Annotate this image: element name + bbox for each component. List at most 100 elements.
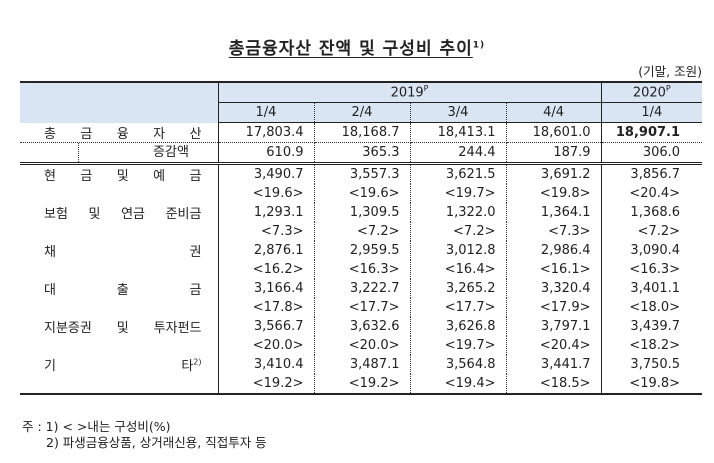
label-char: 금 <box>80 126 93 142</box>
value-cell: 3,797.1 <box>506 317 602 336</box>
table-row: 지분증권 및 투자펀드 3,566.7 3,632.6 3,626.8 3,797.1 3,4… <box>20 317 702 355</box>
row-label: 기 타2) <box>20 355 219 395</box>
value-cell: 2,959.5 <box>314 241 411 260</box>
value-cell: 3,564.8 <box>410 355 507 374</box>
unit-label: (기말, 조원) <box>638 64 702 79</box>
value-cell: 17,803.4 <box>218 122 315 143</box>
header-row-years: 2019P 2020P <box>20 81 703 123</box>
value-cell: 365.3 <box>314 142 411 164</box>
label-char: 및 <box>116 169 129 184</box>
footnote-2: 2) 파생금융상품, 상거래신용, 직접투자 등 <box>46 435 267 450</box>
table-row-share: <20.0> <20.0> <19.7> <20.4> <18.2> <box>20 336 702 355</box>
share-cell: <7.3> <box>218 222 315 241</box>
row-label-text: 보험 및 연금 준비금 <box>44 203 202 222</box>
value-cell: 1,293.1 <box>218 203 315 222</box>
value-cell: 1,309.5 <box>314 203 411 222</box>
share-cell: <20.4> <box>506 336 602 355</box>
value-cell: 3,490.7 <box>218 162 315 184</box>
value-cell: 1,322.0 <box>410 203 507 222</box>
header-quarter: 2/4 <box>314 102 411 123</box>
label-char: 지분증권 <box>44 321 92 336</box>
header-quarter: 1/4 <box>601 102 703 123</box>
header-year-2019: 2019P <box>218 81 602 103</box>
share-cell: <20.4> <box>629 186 681 201</box>
value-cell: 18,907.1 <box>601 122 703 143</box>
value-cell: 3,410.4 <box>218 355 315 374</box>
value-cell: 3,856.7 <box>601 162 703 184</box>
value-cell: 306.0 <box>642 145 681 160</box>
value-cell: 18,413.1 <box>410 122 507 143</box>
label-char: 금 <box>189 169 202 184</box>
value-cell: 3,750.5 <box>630 357 681 372</box>
row-label-text: 기 타2) <box>44 355 202 374</box>
footnotes: 주 : 1) < >내는 구성비(%) 2) 파생금융상품, 상거래신용, 직접… <box>22 419 267 451</box>
share-cell: <18.5> <box>506 374 602 395</box>
label-char: 및 <box>116 321 129 336</box>
label-footnote-marker: 2) <box>193 357 202 367</box>
value-cell: 3,557.3 <box>314 162 411 184</box>
share-cell: <19.8> <box>601 374 703 395</box>
value-cell: 3,166.4 <box>218 279 315 298</box>
header-quarter: 3/4 <box>410 102 507 123</box>
value-cell: 3,691.2 <box>506 162 602 184</box>
share-cell: <19.6> <box>314 184 411 203</box>
label-char: 권 <box>189 245 202 260</box>
label-char: 자 <box>153 126 166 142</box>
table-row: 총 금 융 자 산 17,803.4 18,168.7 18,413.1 18,601.0 18,… <box>20 122 703 143</box>
value-cell: 3,265.2 <box>410 279 507 298</box>
label-char: 액 <box>176 145 189 160</box>
label-char: 준비금 <box>165 207 202 222</box>
share-cell: <19.2> <box>218 374 315 395</box>
table-row: 증 감 액 610.9 365.3 244.4 187.9 306.0 <box>20 142 702 164</box>
share-cell: <17.8> <box>218 298 315 317</box>
value-cell: 3,439.7 <box>630 319 681 334</box>
label-char: 증 <box>153 145 165 160</box>
value-cell: 3,632.6 <box>314 317 411 336</box>
table-row-share: <17.8> <17.7> <17.7> <17.9> <18.0> <box>20 298 702 317</box>
label-char: 보험 <box>44 207 68 222</box>
label-char: 채 <box>44 245 56 260</box>
value-cell: 3,487.1 <box>314 355 411 374</box>
share-cell: <7.3> <box>506 222 602 241</box>
value-cell: 3,401.1 <box>630 281 681 296</box>
value-cell: 3,012.8 <box>410 241 507 260</box>
table-row-share: <16.2> <16.3> <16.4> <16.1> <16.3> <box>20 260 702 279</box>
label-char: 금 <box>189 283 202 298</box>
value-cell: 2,876.1 <box>218 241 315 260</box>
value-cell: 3,441.7 <box>506 355 602 374</box>
header-year-2020: 2020P <box>601 81 703 103</box>
label-char: 타2) <box>181 357 202 374</box>
share-cell: <16.3> <box>314 260 411 279</box>
label-char: 현 <box>44 169 56 184</box>
value-cell: 3,621.5 <box>410 162 507 184</box>
share-cell: <16.3> <box>629 262 681 277</box>
label-char: 연금 <box>121 207 145 222</box>
table-row-share: <19.6> <19.6> <19.7> <19.8> <20.4> <box>20 184 702 203</box>
value-cell: 1,368.6 <box>630 205 681 220</box>
title-text: 총금융자산 잔액 및 구성비 추이 <box>228 39 473 59</box>
value-cell: 18,601.0 <box>506 122 602 143</box>
share-cell: <17.7> <box>314 298 411 317</box>
table-row: 채 권 2,876.1 2,959.5 3,012.8 2,986.4 3,090.4 <box>20 241 702 279</box>
share-cell: <19.7> <box>410 336 507 355</box>
row-label: 보험 및 연금 준비금 <box>20 203 219 241</box>
table-row-share: <7.3> <7.2> <7.2> <7.3> <7.2> <box>20 222 702 241</box>
value-cell: 18,168.7 <box>314 122 411 143</box>
share-cell: <7.2> <box>314 222 411 241</box>
share-cell: <16.4> <box>410 260 507 279</box>
label-char: 대 <box>44 283 56 298</box>
share-cell: <19.4> <box>410 374 507 395</box>
label-char: 총 <box>44 126 56 142</box>
label-char: 융 <box>116 126 129 142</box>
share-cell: <19.2> <box>314 374 411 395</box>
table-row: 기 타2) 3,410.4 3,487.1 3,564.8 3,441.7 3,750.5 <box>20 355 702 395</box>
table-row: 대 출 금 3,166.4 3,222.7 3,265.2 3,320.4 3,401.1 <box>20 279 702 317</box>
header-quarter: 1/4 <box>218 102 315 123</box>
